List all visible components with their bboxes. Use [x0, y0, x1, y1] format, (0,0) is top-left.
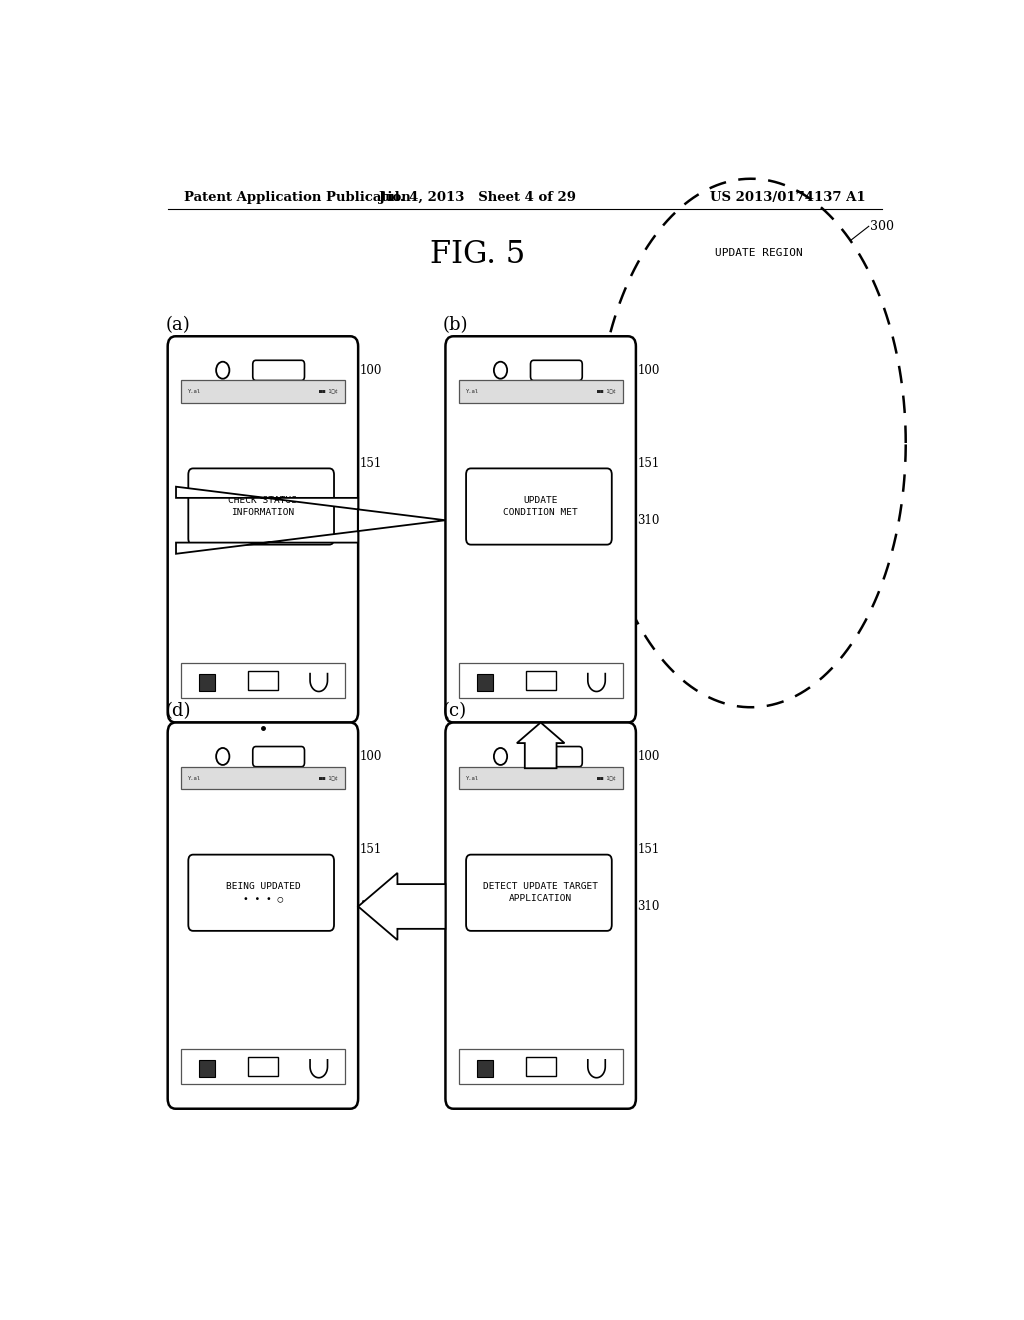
Text: 151: 151: [638, 843, 659, 857]
Text: 151: 151: [359, 457, 382, 470]
FancyBboxPatch shape: [466, 854, 611, 931]
Text: Jul. 4, 2013   Sheet 4 of 29: Jul. 4, 2013 Sheet 4 of 29: [379, 190, 575, 203]
Bar: [181, 1049, 345, 1084]
Text: FIG. 5: FIG. 5: [429, 239, 525, 271]
Bar: [477, 1060, 493, 1077]
Text: 310: 310: [359, 513, 382, 527]
Text: Y.al: Y.al: [466, 389, 478, 395]
Text: 310: 310: [638, 513, 659, 527]
Text: ■■ 1Ⓖ¢: ■■ 1Ⓖ¢: [597, 389, 615, 395]
Bar: [248, 1057, 278, 1076]
FancyBboxPatch shape: [445, 722, 636, 1109]
FancyBboxPatch shape: [253, 360, 304, 380]
Bar: [459, 663, 623, 698]
Text: UPDATE
CONDITION MET: UPDATE CONDITION MET: [504, 496, 578, 517]
Text: 100: 100: [359, 750, 382, 763]
Bar: [477, 673, 493, 690]
Text: Y.al: Y.al: [187, 389, 201, 395]
Text: Y.al: Y.al: [187, 776, 201, 780]
FancyBboxPatch shape: [188, 854, 334, 931]
Bar: [459, 380, 623, 403]
Text: (a): (a): [165, 317, 189, 334]
Text: ■■ 1Ⓖ¢: ■■ 1Ⓖ¢: [319, 389, 338, 395]
Bar: [526, 671, 555, 690]
Text: DETECT UPDATE TARGET
APPLICATION: DETECT UPDATE TARGET APPLICATION: [483, 882, 598, 903]
Bar: [181, 380, 345, 403]
Text: ■■ 1Ⓖ¢: ■■ 1Ⓖ¢: [319, 776, 338, 780]
Bar: [200, 1060, 215, 1077]
FancyBboxPatch shape: [168, 337, 358, 722]
Text: ■■ 1Ⓖ¢: ■■ 1Ⓖ¢: [597, 776, 615, 780]
Polygon shape: [176, 487, 445, 554]
Text: 300: 300: [870, 220, 894, 232]
Text: Patent Application Publication: Patent Application Publication: [183, 190, 411, 203]
Polygon shape: [517, 722, 564, 768]
Text: 100: 100: [638, 364, 659, 376]
Polygon shape: [358, 873, 445, 940]
Text: 310: 310: [638, 900, 659, 913]
Bar: [200, 673, 215, 690]
Text: Y.al: Y.al: [466, 776, 478, 780]
FancyBboxPatch shape: [188, 469, 334, 545]
Text: 310: 310: [359, 900, 382, 913]
Text: BEING UPDATED
• • • ○: BEING UPDATED • • • ○: [225, 882, 300, 903]
Bar: [248, 671, 278, 690]
Text: 300b: 300b: [524, 766, 557, 779]
FancyBboxPatch shape: [530, 747, 583, 767]
FancyBboxPatch shape: [168, 722, 358, 1109]
Bar: [181, 767, 345, 789]
Bar: [459, 1049, 623, 1084]
Bar: [181, 663, 345, 698]
Text: 151: 151: [359, 843, 382, 857]
Text: (b): (b): [443, 317, 468, 334]
Text: 100: 100: [359, 364, 382, 376]
Bar: [526, 1057, 555, 1076]
FancyBboxPatch shape: [445, 337, 636, 722]
Text: CHECK STATUS
INFORMATION: CHECK STATUS INFORMATION: [228, 496, 297, 517]
Text: (c): (c): [443, 702, 467, 721]
FancyBboxPatch shape: [466, 469, 611, 545]
Text: UPDATE REGION: UPDATE REGION: [715, 248, 803, 257]
Text: (d): (d): [165, 702, 190, 721]
Text: 300a: 300a: [247, 766, 279, 779]
FancyBboxPatch shape: [253, 747, 304, 767]
FancyBboxPatch shape: [530, 360, 583, 380]
Bar: [459, 767, 623, 789]
Text: US 2013/0174137 A1: US 2013/0174137 A1: [711, 190, 866, 203]
Text: 151: 151: [638, 457, 659, 470]
Text: 100: 100: [638, 750, 659, 763]
